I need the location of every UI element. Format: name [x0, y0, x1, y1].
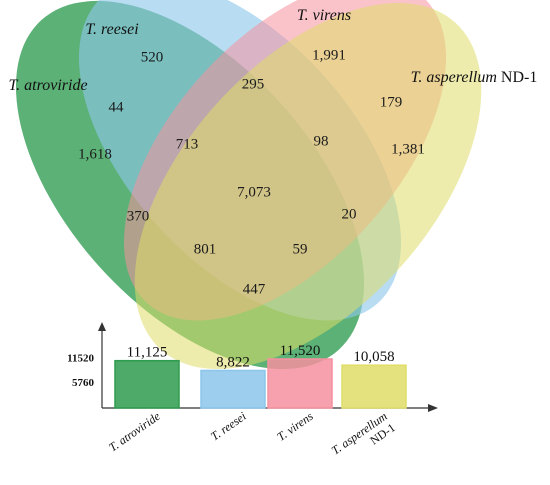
y-tick-label: 11520 [67, 353, 94, 365]
region-reesei-asperellum: 20 [342, 206, 357, 222]
bar-chart: 11520 5760 11,125 8,822 11,520 10,058 T. atr… [67, 322, 438, 469]
region-atroviride-reesei-virens: 713 [176, 136, 199, 152]
region-atroviride-reesei: 44 [109, 99, 125, 115]
bars [114, 358, 407, 409]
set-label-atroviride: T. atroviride [8, 77, 87, 94]
region-only-reesei: 520 [141, 49, 164, 65]
bar-virens [267, 358, 333, 409]
bar-value-reesei: 8,822 [216, 354, 250, 370]
x-tick-reesei: T. reesei [208, 409, 249, 443]
y-axis-arrow-icon [98, 322, 106, 331]
region-only-atroviride: 1,618 [78, 146, 112, 162]
region-atroviride-asperellum: 447 [243, 281, 266, 297]
bar-value-asperellum: 10,058 [353, 349, 394, 365]
bar-value-atroviride: 11,125 [127, 345, 168, 361]
set-label-asperellum: T. asperellum ND-1 [411, 69, 538, 86]
region-all-four: 7,073 [237, 184, 271, 200]
bar-value-virens: 11,520 [280, 343, 321, 359]
x-tick-atroviride: T. atroviride [106, 409, 163, 455]
x-tick-labels: T. atroviride T. reesei T. virens T. aspere… [106, 409, 398, 469]
region-reesei-virens-asperellum: 98 [314, 133, 329, 149]
region-atroviride-virens: 370 [127, 208, 150, 224]
venn-diagram [15, 0, 482, 370]
bar-value-labels: 11,125 8,822 11,520 10,058 [127, 343, 395, 370]
x-tick-asperellum: T. asperellumND-1 [329, 409, 398, 469]
region-atroviride-reesei-asperellum: 59 [293, 241, 308, 257]
region-virens-asperellum: 179 [380, 94, 403, 110]
set-label-reesei: T. reesei [85, 21, 138, 38]
set-label-virens: T. virens [297, 7, 351, 24]
ellipse-asperellum [134, 2, 482, 370]
bar-atroviride [114, 359, 180, 409]
region-only-virens: 1,991 [312, 47, 346, 63]
bar-asperellum [341, 364, 407, 409]
y-ticks: 11520 5760 [67, 353, 94, 390]
y-tick-label: 5760 [72, 377, 95, 389]
x-axis-arrow-icon [428, 404, 438, 412]
region-reesei-virens: 295 [242, 76, 265, 92]
region-atroviride-virens-asperellum: 801 [194, 241, 217, 257]
x-tick-virens: T. virens [274, 409, 316, 444]
venn-region-counts: 520 1,991 1,618 1,381 44 295 179 713 98 … [78, 47, 425, 297]
bar-reesei [200, 369, 266, 409]
region-only-asperellum: 1,381 [391, 141, 425, 157]
